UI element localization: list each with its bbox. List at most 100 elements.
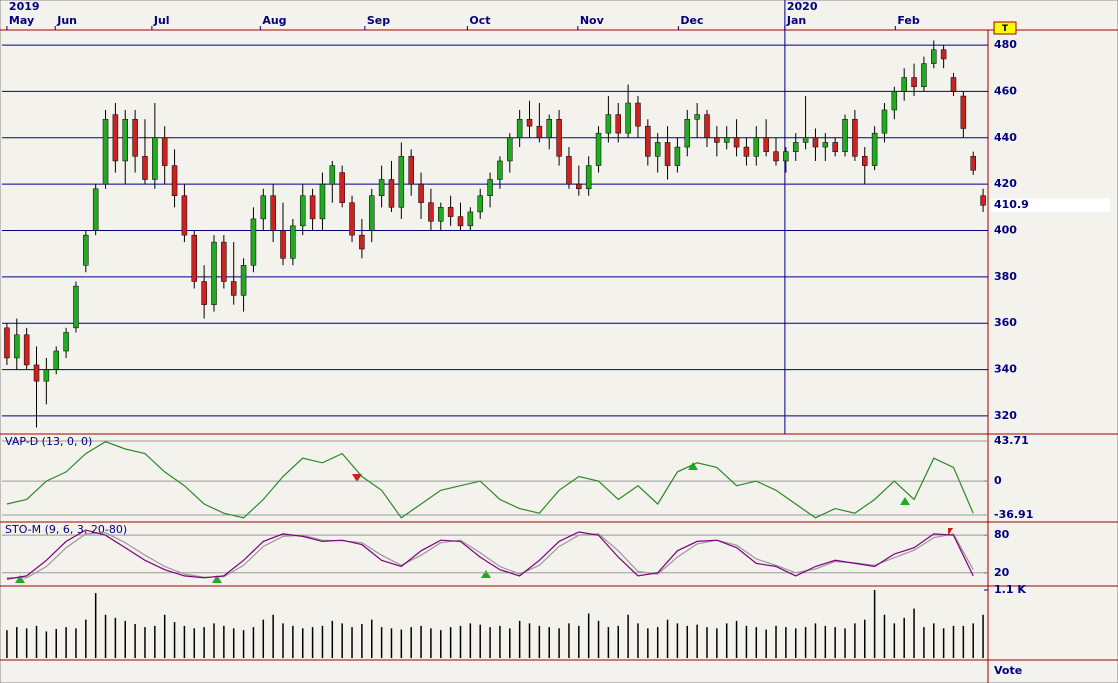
y-tick-label: 1.1 K	[994, 583, 1026, 596]
candle-body	[516, 118, 523, 139]
candle-body	[23, 334, 30, 366]
candle-body	[43, 369, 50, 382]
candle-body	[467, 211, 474, 227]
candle-body	[901, 77, 907, 92]
candle-body	[201, 281, 207, 305]
candle-body	[369, 195, 375, 231]
candle-body	[576, 183, 582, 190]
candle-body	[792, 142, 799, 152]
signal-down	[943, 528, 953, 536]
candle-body	[546, 118, 552, 139]
candle-body	[753, 137, 760, 157]
candle-body	[122, 118, 128, 162]
candle-body	[605, 114, 612, 134]
candle-body	[240, 265, 247, 296]
x-tick-label: May	[9, 14, 34, 27]
candle-body	[329, 165, 336, 185]
candle-body	[497, 160, 503, 180]
candle-body	[822, 142, 829, 148]
signal-down	[352, 474, 362, 482]
signals	[15, 462, 953, 583]
y-tick-label: 360	[994, 316, 1017, 329]
x-tick-label: Feb	[897, 14, 920, 27]
candle-body	[654, 142, 661, 157]
candle-body	[53, 350, 59, 370]
candle-body	[112, 114, 119, 162]
indicator-line	[6, 529, 974, 580]
candle-body	[556, 118, 562, 157]
candle-body	[763, 137, 769, 152]
indicator-line	[6, 441, 974, 519]
last-price-box	[990, 198, 1110, 213]
candle-body	[615, 114, 621, 134]
candle-body	[447, 207, 454, 217]
candle-body	[960, 95, 967, 129]
candle-body	[418, 183, 424, 203]
candle-body	[625, 102, 631, 134]
candle-body	[585, 165, 592, 190]
candle-body	[921, 63, 927, 88]
candle-body	[181, 195, 188, 236]
candle-body	[595, 132, 602, 166]
candle-body	[230, 281, 237, 296]
candle-body	[349, 202, 355, 236]
candle-body	[63, 332, 69, 352]
candle-body	[645, 125, 651, 157]
candle-body	[152, 137, 158, 180]
year-label: 2020	[787, 0, 818, 13]
last-price-label: 410.9	[994, 198, 1029, 211]
candle-body	[14, 334, 20, 359]
candle-body	[378, 179, 385, 196]
candle-body	[477, 195, 483, 213]
candle-body	[931, 49, 937, 64]
x-tick-label: Dec	[680, 14, 703, 27]
y-tick-label: 400	[994, 223, 1017, 236]
candle-body	[250, 218, 257, 266]
vote-label: Vote	[994, 664, 1022, 677]
candle-body	[970, 156, 976, 171]
candle-body	[723, 137, 730, 143]
candle-body	[674, 146, 681, 166]
candle-body	[743, 146, 750, 157]
candle-body	[428, 202, 434, 222]
candle-body	[33, 364, 40, 382]
marker-label: T	[1002, 24, 1009, 34]
y-tick-label: 0	[994, 474, 1002, 487]
candle-body	[871, 132, 878, 166]
y-tick-label: 320	[994, 409, 1017, 422]
candle-body	[773, 151, 779, 162]
y-tick-label: 480	[994, 38, 1017, 51]
candle-body	[102, 118, 109, 185]
candle-body	[132, 118, 138, 157]
signal-up	[15, 575, 25, 583]
candle-body	[536, 125, 543, 139]
y-tick-label: 340	[994, 363, 1017, 376]
indicator-line	[6, 532, 974, 579]
candle-body	[457, 216, 464, 227]
candle-body	[171, 165, 178, 196]
candle-body	[664, 142, 671, 166]
candle-body	[507, 137, 513, 162]
candle-body	[526, 118, 533, 127]
y-tick-label: 440	[994, 131, 1017, 144]
x-tick-label: Jun	[56, 14, 77, 27]
marker-box	[993, 21, 1017, 35]
x-tick-label: Jul	[153, 14, 170, 27]
candle-body	[319, 183, 326, 220]
candle-body	[408, 156, 414, 185]
candle-body	[684, 118, 691, 148]
x-tick-label: Sep	[367, 14, 390, 27]
candle-body	[161, 137, 168, 166]
candle-body	[812, 137, 819, 148]
candle-body	[221, 241, 227, 282]
candle-body	[911, 77, 917, 88]
candle-body	[832, 142, 838, 152]
candle-body	[290, 225, 296, 259]
candle-body	[852, 118, 858, 157]
candle-body	[309, 195, 316, 220]
candle-body	[881, 109, 888, 134]
candle-body	[862, 156, 868, 166]
candle-body	[339, 172, 345, 203]
x-tick-label: Oct	[469, 14, 490, 27]
